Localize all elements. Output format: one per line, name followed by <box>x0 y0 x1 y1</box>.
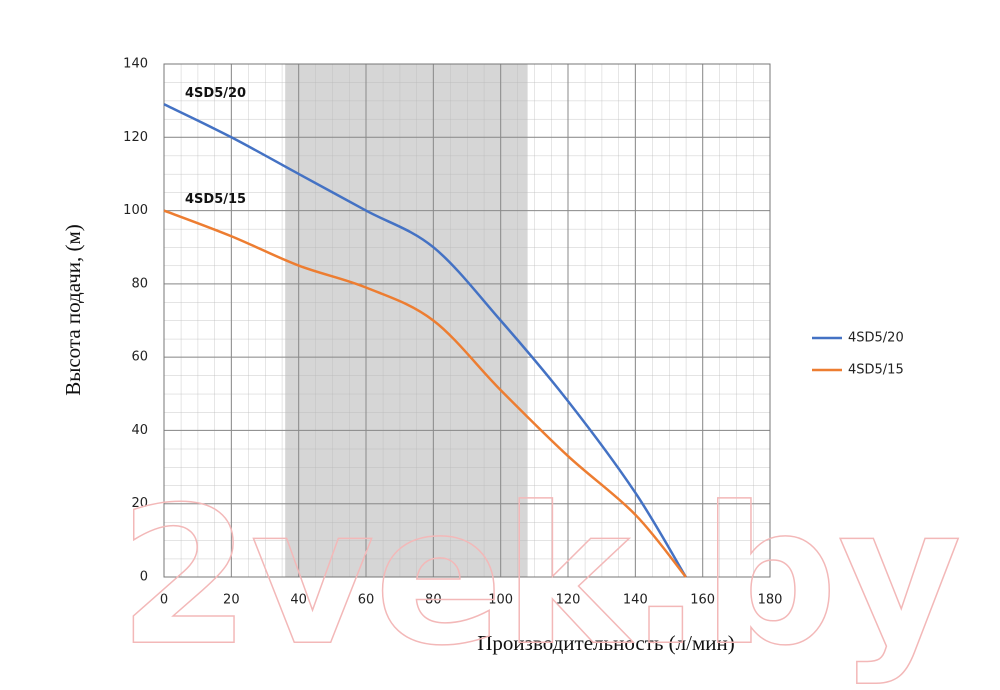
x-tick-label: 160 <box>690 593 715 608</box>
x-tick-label: 40 <box>290 593 307 608</box>
y-tick-label: 80 <box>131 276 148 291</box>
series-annotation: 4SD5/20 <box>185 86 246 101</box>
y-tick-label: 40 <box>131 423 148 438</box>
x-axis-title: Производительность (л/мин) <box>477 631 735 655</box>
series-annotation: 4SD5/15 <box>185 192 246 207</box>
x-tick-label: 60 <box>358 593 375 608</box>
y-tick-label: 140 <box>123 57 148 72</box>
y-tick-label: 100 <box>123 203 148 218</box>
x-tick-label: 180 <box>758 593 783 608</box>
x-tick-label: 20 <box>223 593 240 608</box>
watermark: 2vek.by <box>118 466 961 687</box>
x-tick-label: 100 <box>488 593 513 608</box>
y-tick-label: 0 <box>140 570 148 585</box>
y-tick-label: 20 <box>131 496 148 511</box>
y-tick-label: 60 <box>131 350 148 365</box>
legend-label: 4SD5/20 <box>848 331 904 346</box>
x-tick-label: 80 <box>425 593 442 608</box>
minor-grid <box>164 64 770 577</box>
y-tick-label: 120 <box>123 130 148 145</box>
x-tick-label: 0 <box>160 593 168 608</box>
plot-frame <box>163 63 771 578</box>
series-line <box>163 103 687 578</box>
series-line <box>163 209 687 578</box>
x-tick-label: 140 <box>623 593 648 608</box>
legend-label: 4SD5/15 <box>848 363 904 378</box>
x-tick-label: 120 <box>556 593 581 608</box>
y-axis-title: Высота подачи, (м) <box>61 224 85 396</box>
